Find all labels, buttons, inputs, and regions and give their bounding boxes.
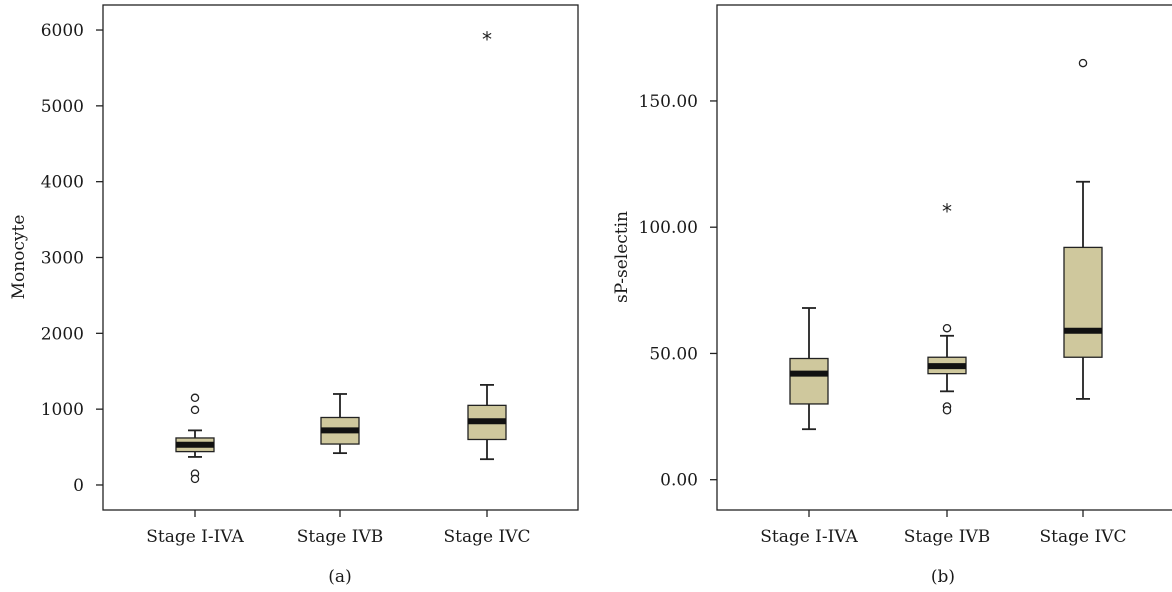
x-category-label: Stage IVB bbox=[904, 527, 990, 547]
extreme-outlier-star: * bbox=[482, 28, 492, 52]
y-tick-label: 5000 bbox=[41, 97, 84, 117]
y-tick-label: 0 bbox=[73, 476, 84, 496]
extreme-outlier-star: * bbox=[942, 200, 952, 224]
panel-a-y-ticks: 0 1000 2000 3000 4000 5000 6000 bbox=[41, 21, 103, 496]
panel-b-label: (b) bbox=[931, 567, 955, 587]
box-group: * bbox=[927, 200, 967, 415]
y-tick-label: 6000 bbox=[41, 21, 84, 41]
panel-a-x-ticks: Stage I-IVA Stage IVB Stage IVC bbox=[146, 510, 530, 547]
y-tick-label: 3000 bbox=[41, 249, 84, 269]
outlier-circle bbox=[942, 406, 952, 415]
outlier-circle bbox=[190, 393, 200, 403]
panel-b-x-ticks: Stage I-IVA Stage IVB Stage IVC bbox=[760, 510, 1126, 547]
y-tick-label: 150.00 bbox=[639, 92, 698, 112]
box-group bbox=[175, 393, 215, 484]
y-tick-label: 4000 bbox=[41, 173, 84, 193]
outlier-circle bbox=[190, 474, 200, 484]
box-group bbox=[1063, 58, 1103, 400]
panel-a-boxes: * bbox=[175, 28, 507, 484]
y-tick-label: 2000 bbox=[41, 324, 84, 344]
panel-b-sp-selectin: sP-selectin (b) 0.00 50.00 100.00 150.00 St… bbox=[612, 4, 1172, 587]
outlier-circle bbox=[942, 323, 952, 333]
x-category-label: Stage I-IVA bbox=[146, 527, 244, 547]
panel-b-boxes: * bbox=[789, 58, 1103, 431]
y-tick-label: 100.00 bbox=[639, 218, 698, 238]
box-group: * bbox=[467, 28, 507, 461]
y-tick-label: 50.00 bbox=[649, 344, 698, 364]
y-tick-label: 0.00 bbox=[660, 471, 698, 491]
panel-b-plot-frame bbox=[716, 4, 1172, 511]
outlier-circle bbox=[190, 405, 200, 415]
x-category-label: Stage IVB bbox=[297, 527, 383, 547]
box-group bbox=[789, 307, 829, 431]
y-tick-label: 1000 bbox=[41, 400, 84, 420]
outlier-circle bbox=[1078, 58, 1088, 68]
panel-a-monocyte: Monocyte (a) 0 1000 2000 3000 4000 5000 6000 S… bbox=[9, 4, 579, 587]
iqr-box bbox=[1063, 246, 1103, 358]
panel-b-y-axis-title: sP-selectin bbox=[612, 211, 632, 303]
iqr-box bbox=[789, 357, 829, 405]
x-category-label: Stage IVC bbox=[444, 527, 531, 547]
panel-b-y-ticks: 0.00 50.00 100.00 150.00 bbox=[639, 92, 717, 491]
panel-a-label: (a) bbox=[328, 567, 351, 587]
x-category-label: Stage IVC bbox=[1040, 527, 1127, 547]
panel-a-y-axis-title: Monocyte bbox=[9, 215, 29, 300]
box-group bbox=[320, 393, 360, 455]
x-category-label: Stage I-IVA bbox=[760, 527, 858, 547]
